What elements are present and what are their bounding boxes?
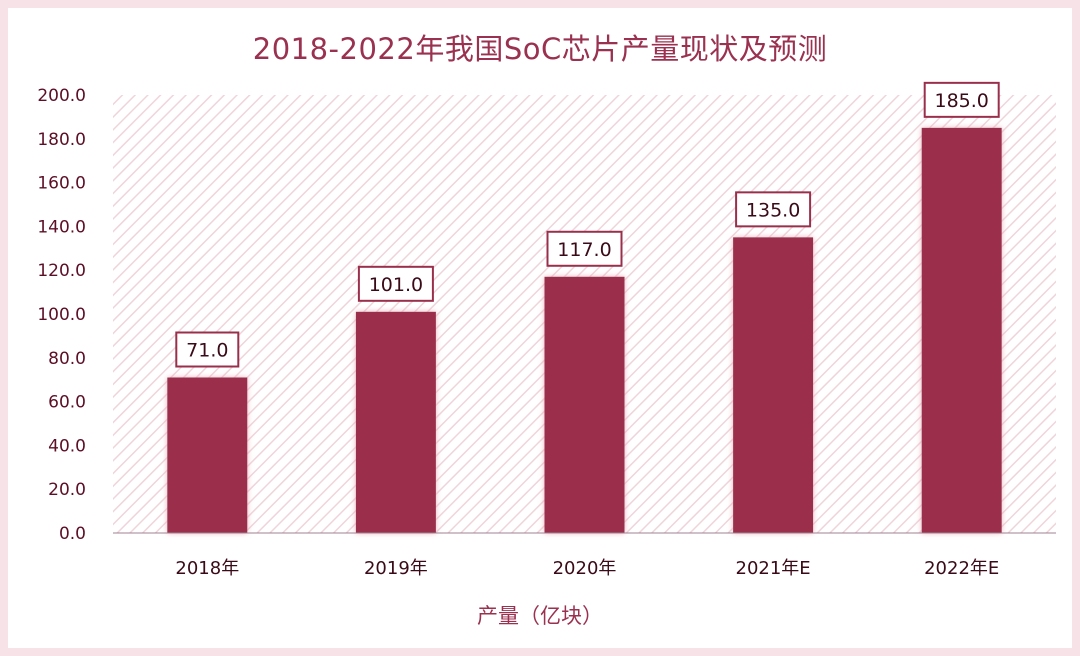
data-label: 101.0 [369,274,423,296]
y-tick-label: 180.0 [37,130,86,150]
data-label: 135.0 [746,199,800,221]
x-tick-label: 2019年 [364,558,428,579]
y-tick-label: 20.0 [48,480,86,500]
x-tick-label: 2021年E [736,558,811,579]
bar [921,127,1002,533]
bar [167,377,248,533]
data-label-box [923,81,1000,118]
bar [544,276,625,533]
bar [355,311,436,533]
data-label: 117.0 [557,239,611,261]
data-label-box [735,191,812,228]
x-tick-label: 2018年 [175,558,239,579]
y-tick-label: 140.0 [37,217,86,237]
x-tick-label: 2020年 [553,558,617,579]
x-axis-title: 产量（亿块） [477,604,603,628]
data-label-box [357,265,434,302]
x-tick-label: 2022年E [924,558,999,579]
data-label: 185.0 [934,90,988,112]
data-label-box [175,331,240,368]
y-tick-label: 200.0 [37,86,86,106]
y-tick-label: 0.0 [59,524,86,544]
y-tick-label: 40.0 [48,436,86,456]
chart-title: 2018-2022年我国SoC芯片产量现状及预测 [252,32,828,66]
bar [733,237,814,533]
data-label-box [546,230,623,267]
y-tick-label: 80.0 [48,349,86,369]
y-tick-label: 60.0 [48,393,86,413]
y-tick-label: 100.0 [37,305,86,325]
data-label: 71.0 [186,340,228,362]
y-tick-label: 160.0 [37,174,86,194]
y-tick-label: 120.0 [37,261,86,281]
